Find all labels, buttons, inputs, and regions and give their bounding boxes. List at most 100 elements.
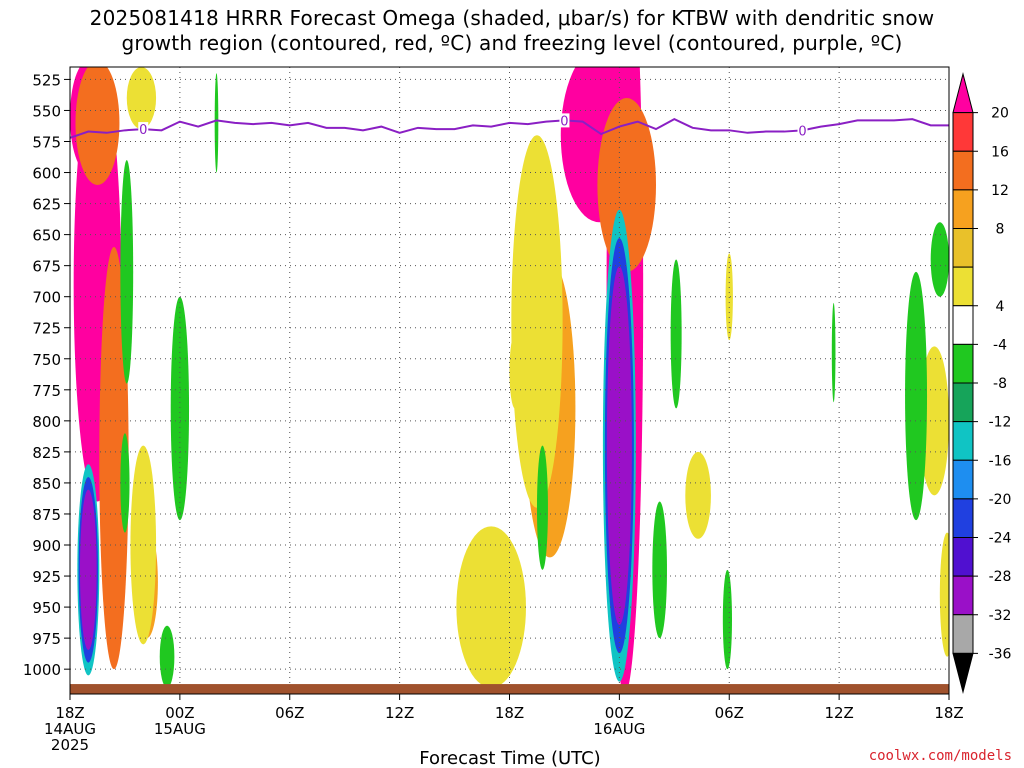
colorbar-bin-0 (952, 72, 974, 114)
colorbar-label-13: -36 (989, 646, 1012, 662)
omega-ring-0-2 (79, 489, 97, 651)
y-tick-label-625: 625 (32, 196, 61, 214)
colorbar-bin-5 (952, 266, 974, 307)
colorbar-label-7: -12 (989, 415, 1012, 431)
y-tick-label-650: 650 (32, 227, 61, 245)
x-tick-label-8-0: 18Z (934, 704, 963, 722)
x-tick-label-5-0: 00Z (605, 704, 634, 722)
freezing-level-line (70, 118, 949, 139)
colorbar-label-4: 4 (996, 299, 1005, 315)
x-tick-label-0-1: 14AUG (44, 720, 96, 738)
x-axis-title: Forecast Time (UTC) (419, 748, 600, 768)
omega-feature-10 (130, 445, 157, 645)
colorbar-bin-15 (952, 652, 974, 694)
freezing-level-label-bg-2 (797, 123, 808, 138)
y-tick-label-550: 550 (32, 102, 61, 120)
freezing-level-label-2: 0 (798, 124, 806, 139)
omega-feature-20 (120, 433, 130, 533)
terrain-strip (70, 684, 949, 694)
colorbar-bin-2 (952, 150, 974, 191)
omega-feature-26 (670, 259, 682, 409)
y-tick-label-575: 575 (32, 133, 61, 151)
x-tick-label-4-0: 18Z (495, 704, 524, 722)
omega-feature-17 (939, 532, 949, 657)
omega-feature-16 (919, 346, 949, 496)
omega-feature-21 (170, 296, 190, 521)
omega-feature-18 (509, 333, 521, 409)
freezing-level-label-bg-0 (138, 122, 149, 137)
watermark: coolwx.com/models (869, 748, 1012, 764)
freezing-level-label-0: 0 (139, 123, 147, 138)
colorbar-bin-6 (952, 305, 974, 345)
x-tick-label-6-0: 06Z (715, 704, 744, 722)
omega-feature-6 (597, 98, 656, 272)
omega-feature-11 (126, 67, 157, 130)
omega-shading (70, 67, 949, 694)
chart-title-line-2: growth region (contoured, red, ºC) and f… (121, 31, 903, 55)
omega-feature-22 (159, 625, 175, 688)
y-tick-label-1000: 1000 (23, 661, 61, 679)
y-tick-label-850: 850 (32, 475, 61, 493)
omega-feature-23 (214, 73, 219, 173)
y-tick-label-875: 875 (32, 506, 61, 524)
y-tick-label-700: 700 (32, 289, 61, 307)
colorbar-bin-14 (952, 614, 974, 654)
x-tick-label-0-2: 2025 (51, 736, 89, 754)
colorbar-bin-4 (952, 228, 974, 268)
y-tick-label-750: 750 (32, 351, 61, 369)
colorbar-bin-8 (952, 382, 974, 423)
x-tick-label-1-0: 00Z (165, 704, 194, 722)
colorbar-bin-12 (952, 537, 974, 577)
omega-ring-1-2 (606, 266, 632, 625)
colorbar-label-5: -4 (993, 337, 1007, 353)
omega-feature-27 (722, 569, 732, 670)
omega-feature-5 (75, 67, 120, 185)
omega-feature-29 (930, 222, 949, 297)
colorbar-label-11: -28 (989, 569, 1012, 585)
omega-feature-15 (725, 253, 733, 341)
omega-feature-30 (831, 302, 836, 403)
y-tick-label-925: 925 (32, 568, 61, 586)
chart-title-line-1: 2025081418 HRRR Forecast Omega (shaded, … (89, 6, 935, 30)
colorbar-label-8: -16 (989, 453, 1012, 469)
colorbar-label-10: -24 (989, 531, 1012, 547)
colorbar-bin-7 (952, 343, 974, 384)
y-tick-label-975: 975 (32, 630, 61, 648)
colorbar-label-6: -8 (993, 376, 1007, 392)
y-tick-label-675: 675 (32, 258, 61, 276)
x-tick-label-3-0: 12Z (385, 704, 414, 722)
omega-feature-13 (456, 526, 526, 688)
x-tick-label-1-1: 15AUG (154, 720, 206, 738)
x-tick-label-7-0: 12Z (824, 704, 853, 722)
colorbar-label-9: -20 (989, 492, 1012, 508)
colorbar-bin-13 (952, 575, 974, 616)
colorbar-label-12: -32 (989, 608, 1012, 624)
omega-feature-12 (511, 135, 563, 508)
omega-feature-28 (905, 271, 928, 521)
omega-colorbar: 20 16 12 8 4 -4 -8 -12 -16 -20 -24 -28 -32 -36 (952, 72, 1012, 694)
y-tick-label-725: 725 (32, 320, 61, 338)
colorbar-label-2: 12 (991, 183, 1009, 199)
colorbar-label-1: 16 (991, 144, 1009, 160)
y-tick-label-900: 900 (32, 537, 61, 555)
omega-feature-19 (120, 160, 134, 384)
x-tick-label-2-0: 06Z (275, 704, 304, 722)
colorbar-bin-10 (952, 459, 974, 500)
y-tick-label-525: 525 (32, 71, 61, 89)
pressure-axis: 525 550 575 600 625 650 675 700 725 750 775 800 825 8… (23, 71, 70, 679)
colorbar-bin-11 (952, 498, 974, 538)
y-tick-label-825: 825 (32, 444, 61, 462)
x-tick-label-5-1: 16AUG (593, 720, 645, 738)
omega-feature-4 (99, 247, 129, 670)
colorbar-bin-9 (952, 421, 974, 461)
colorbar-bin-1 (952, 112, 974, 152)
freezing-level-label-1: 0 (560, 114, 568, 129)
y-tick-label-800: 800 (32, 413, 61, 431)
y-tick-label-600: 600 (32, 165, 61, 183)
colorbar-label-3: 8 (996, 222, 1005, 238)
omega-feature-24 (536, 445, 548, 570)
colorbar-label-0: 20 (991, 106, 1009, 122)
y-tick-label-775: 775 (32, 382, 61, 400)
